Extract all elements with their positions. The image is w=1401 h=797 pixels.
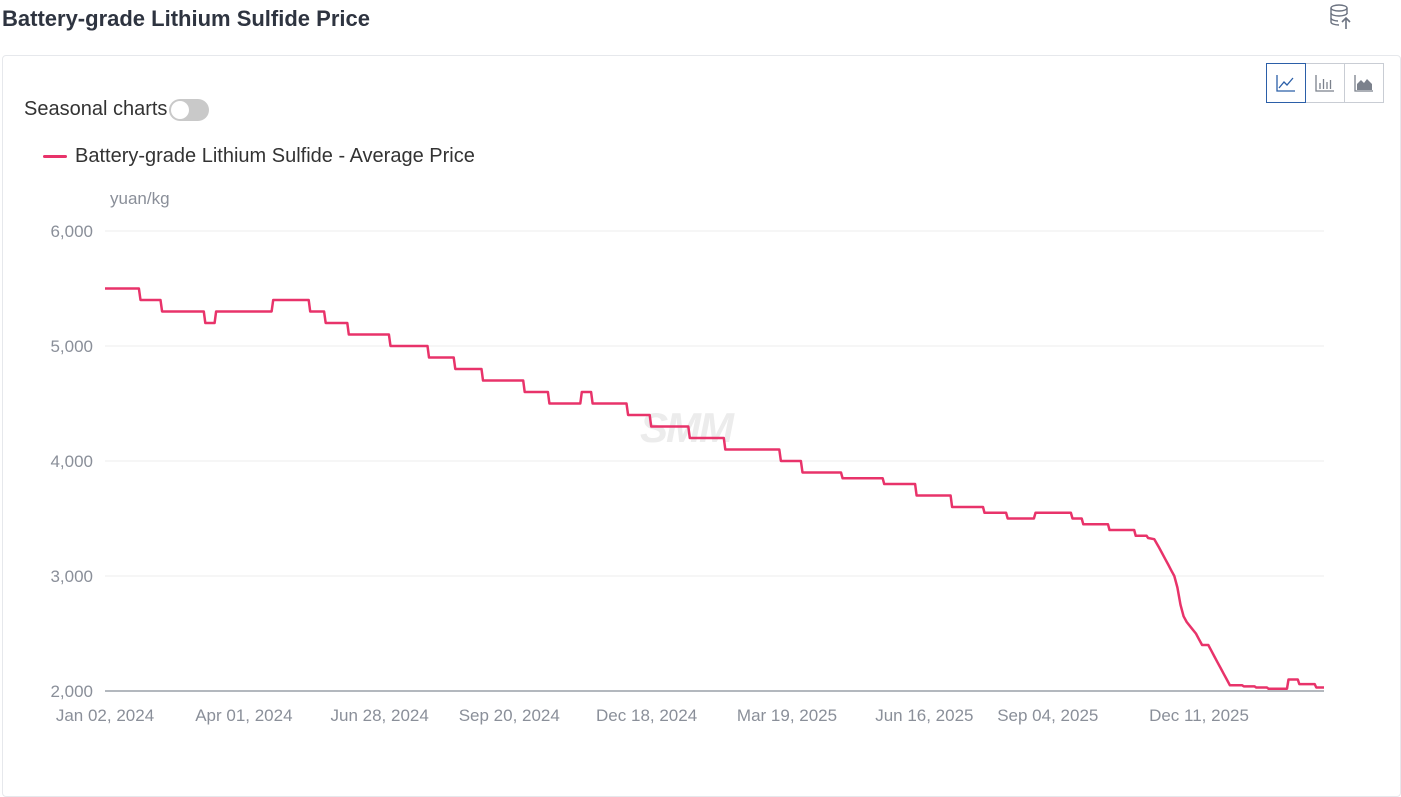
seasonal-charts-label: Seasonal charts: [24, 98, 168, 120]
y-tick-label: 6,000: [50, 222, 93, 241]
y-tick-label: 3,000: [50, 567, 93, 586]
toggle-knob: [171, 100, 190, 119]
y-tick-label: 5,000: [50, 337, 93, 356]
page-title: Battery-grade Lithium Sulfide Price: [2, 6, 370, 31]
series-line-average-price[interactable]: [105, 287, 1324, 690]
seasonal-charts-toggle[interactable]: [169, 98, 210, 121]
y-axis-unit: yuan/kg: [110, 189, 170, 208]
legend-label: Battery-grade Lithium Sulfide - Average …: [75, 145, 475, 167]
x-tick-label: Jun 28, 2024: [331, 706, 429, 725]
y-tick-label: 4,000: [50, 452, 93, 471]
x-tick-label: Mar 19, 2025: [737, 706, 837, 725]
x-tick-label: Jun 16, 2025: [875, 706, 973, 725]
x-tick-label: Dec 18, 2024: [596, 706, 697, 725]
x-tick-label: Dec 11, 2025: [1149, 706, 1249, 725]
line-chart: yuan/kg 2,000 3,000 4,000 5,000 6,000 Jan 02…: [50, 189, 1324, 725]
y-tick-label: 2,000: [50, 682, 93, 701]
chart-card: [2, 55, 1401, 797]
x-tick-label: Sep 04, 2025: [997, 706, 1098, 725]
seasonal-charts-control: Seasonal charts: [24, 98, 210, 121]
area-chart-icon: [1354, 75, 1373, 92]
chart-type-switcher: [1266, 63, 1384, 103]
x-tick-label: Sep 20, 2024: [459, 706, 560, 725]
bar-chart-icon: [1315, 75, 1334, 92]
area-chart-button[interactable]: [1344, 63, 1384, 103]
legend-item[interactable]: Battery-grade Lithium Sulfide - Average …: [43, 145, 475, 168]
legend-swatch: [43, 155, 67, 158]
database-export-icon[interactable]: [1326, 2, 1356, 32]
line-chart-icon: [1276, 75, 1295, 92]
line-chart-button[interactable]: [1266, 63, 1306, 103]
x-tick-label: Apr 01, 2024: [195, 706, 292, 725]
x-tick-label: Jan 02, 2024: [56, 706, 154, 725]
